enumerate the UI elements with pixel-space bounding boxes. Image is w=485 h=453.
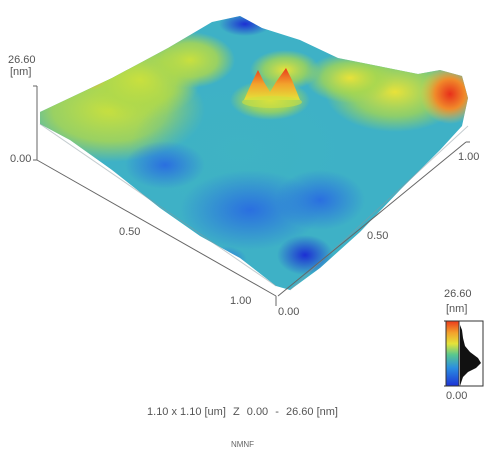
histogram-curve (460, 325, 481, 386)
z-label: Z (232, 406, 240, 418)
z-dash: - (275, 406, 279, 418)
scan-size: 1.10 x 1.10 [um] (147, 406, 226, 418)
source-label: NMNF (230, 440, 255, 449)
surface-front-left-edge (39, 123, 277, 287)
z-axis-max-label: 26.60 (8, 54, 36, 66)
z-axis-unit-label: [nm] (10, 66, 32, 78)
z-min: 0.00 (246, 406, 269, 418)
axis-frame (33, 85, 470, 306)
origin-label: 0.00 (278, 306, 300, 318)
z-max: 26.60 [nm] (285, 406, 338, 418)
x-axis-tick-050: 0.50 (119, 226, 141, 238)
colorbar-unit-label: [nm] (446, 303, 468, 315)
y-axis-tick-050: 0.50 (367, 230, 389, 242)
colorbar-max-label: 26.60 (444, 288, 472, 300)
colorbar (444, 320, 484, 387)
surface-front-right-edge (289, 125, 469, 291)
scan-caption: 1.10 x 1.10 [um] Z 0.00 - 26.60 [nm] (0, 406, 485, 418)
y-axis-tick-100: 1.00 (458, 151, 480, 163)
colorbar-min-label: 0.00 (446, 390, 468, 402)
x-axis-tick-100: 1.00 (230, 295, 252, 307)
z-axis-min-label: 0.00 (10, 153, 32, 165)
twin-peak (242, 68, 302, 108)
